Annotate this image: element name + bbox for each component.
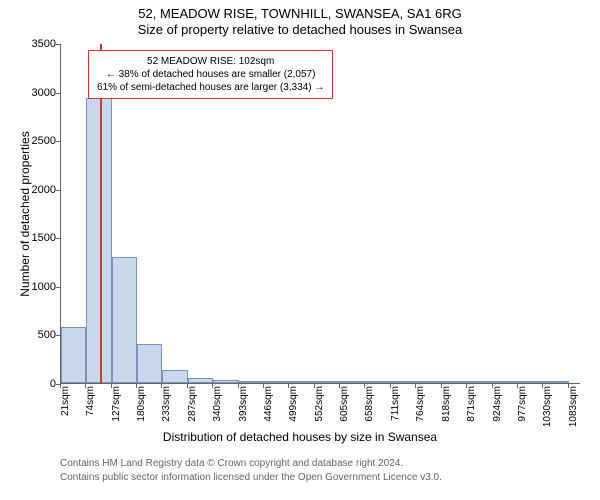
x-tick-label: 340sqm [212, 386, 223, 422]
annotation-line-2: ← 38% of detached houses are smaller (2,… [97, 68, 324, 81]
x-tick-label: 446sqm [263, 386, 274, 422]
chart-title-main: 52, MEADOW RISE, TOWNHILL, SWANSEA, SA1 … [0, 6, 600, 21]
histogram-bar [493, 381, 518, 383]
y-tick-label: 2500 [16, 135, 56, 147]
x-tick-mark [212, 384, 213, 388]
y-tick-mark [56, 287, 60, 288]
x-tick-label: 499sqm [288, 386, 299, 422]
x-tick-mark [60, 384, 61, 388]
x-tick-label: 127sqm [111, 386, 122, 422]
x-tick-mark [492, 384, 493, 388]
x-tick-mark [415, 384, 416, 388]
x-tick-mark [466, 384, 467, 388]
y-tick-label: 0 [16, 378, 56, 390]
histogram-bar [112, 257, 137, 383]
chart-title-sub: Size of property relative to detached ho… [0, 22, 600, 37]
x-tick-mark [85, 384, 86, 388]
x-tick-mark [364, 384, 365, 388]
histogram-bar [442, 381, 467, 383]
x-tick-label: 1083sqm [568, 386, 579, 427]
x-tick-label: 977sqm [517, 386, 528, 422]
y-tick-mark [56, 238, 60, 239]
histogram-bar [365, 381, 390, 383]
x-tick-label: 233sqm [161, 386, 172, 422]
x-tick-mark [517, 384, 518, 388]
histogram-bar [543, 381, 568, 383]
x-tick-label: 180sqm [136, 386, 147, 422]
y-tick-mark [56, 141, 60, 142]
y-tick-label: 3500 [16, 38, 56, 50]
histogram-bar [61, 327, 86, 383]
x-tick-mark [441, 384, 442, 388]
x-tick-mark [568, 384, 569, 388]
x-tick-mark [161, 384, 162, 388]
x-tick-label: 74sqm [85, 386, 96, 416]
x-tick-label: 924sqm [492, 386, 503, 422]
x-tick-mark [390, 384, 391, 388]
x-tick-mark [136, 384, 137, 388]
chart-container: 52, MEADOW RISE, TOWNHILL, SWANSEA, SA1 … [0, 0, 600, 500]
histogram-bar [188, 378, 213, 383]
y-tick-mark [56, 335, 60, 336]
histogram-bar [239, 381, 264, 383]
x-tick-label: 658sqm [364, 386, 375, 422]
x-tick-label: 818sqm [441, 386, 452, 422]
x-tick-label: 711sqm [390, 386, 401, 421]
y-tick-label: 2000 [16, 184, 56, 196]
x-tick-label: 871sqm [466, 386, 477, 422]
x-tick-label: 764sqm [415, 386, 426, 422]
y-tick-label: 3000 [16, 87, 56, 99]
annotation-box: 52 MEADOW RISE: 102sqm ← 38% of detached… [88, 50, 333, 99]
histogram-bar [264, 381, 289, 383]
annotation-line-3: 61% of semi-detached houses are larger (… [97, 81, 324, 94]
y-tick-label: 1500 [16, 232, 56, 244]
histogram-bar [340, 381, 365, 383]
footer-line-2: Contains public sector information licen… [60, 472, 442, 483]
histogram-bar [467, 381, 492, 383]
x-tick-mark [238, 384, 239, 388]
y-tick-mark [56, 190, 60, 191]
x-tick-mark [111, 384, 112, 388]
x-tick-mark [288, 384, 289, 388]
x-tick-label: 1030sqm [542, 386, 553, 427]
histogram-bar [162, 370, 188, 383]
x-axis-title: Distribution of detached houses by size … [0, 430, 600, 444]
histogram-bar [518, 381, 543, 383]
y-tick-mark [56, 93, 60, 94]
y-tick-label: 1000 [16, 281, 56, 293]
annotation-line-1: 52 MEADOW RISE: 102sqm [97, 55, 324, 68]
histogram-bar [416, 381, 442, 383]
x-tick-label: 287sqm [187, 386, 198, 422]
x-tick-mark [187, 384, 188, 388]
x-tick-label: 605sqm [339, 386, 350, 422]
footer-line-1: Contains HM Land Registry data © Crown c… [60, 458, 403, 469]
histogram-bar [315, 381, 340, 383]
x-tick-label: 393sqm [238, 386, 249, 422]
x-tick-label: 552sqm [314, 386, 325, 422]
x-tick-label: 21sqm [60, 386, 71, 416]
y-tick-mark [56, 44, 60, 45]
x-tick-mark [339, 384, 340, 388]
histogram-bar [289, 381, 314, 383]
histogram-bar [391, 381, 416, 383]
x-tick-mark [542, 384, 543, 388]
y-tick-label: 500 [16, 329, 56, 341]
x-tick-mark [263, 384, 264, 388]
histogram-bar [213, 380, 238, 383]
x-tick-mark [314, 384, 315, 388]
histogram-bar [137, 344, 162, 383]
